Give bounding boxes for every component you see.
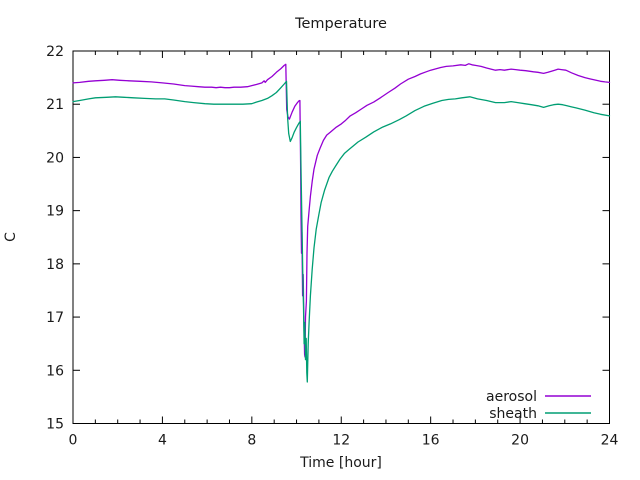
x-tick-label: 20 [511, 433, 529, 449]
series-line-aerosol [72, 63, 611, 358]
y-tick-label: 20 [46, 150, 64, 166]
chart-title: Temperature [294, 16, 387, 32]
y-tick-label: 15 [46, 417, 64, 433]
x-tick-label: 12 [332, 433, 350, 449]
x-tick-label: 4 [158, 433, 167, 449]
x-tick-label: 8 [247, 433, 256, 449]
x-axis-label: Time [hour] [299, 455, 382, 471]
y-tick-label: 22 [46, 44, 64, 60]
axes: 0 4 8 12 16 20 24 15 16 17 18 19 20 21 22 [46, 44, 618, 449]
y-axis-label: C [3, 232, 19, 242]
x-tick-label: 24 [601, 433, 619, 449]
legend-label-sheath: sheath [489, 406, 537, 422]
y-tick-label: 17 [46, 310, 64, 326]
y-tick-label: 18 [46, 257, 64, 273]
plot-border [72, 50, 610, 424]
y-tick-label: 19 [46, 204, 64, 220]
x-tick-label: 16 [422, 433, 440, 449]
x-tick-label: 0 [69, 433, 78, 449]
data-series [72, 63, 611, 414]
y-tick-label: 21 [46, 97, 64, 113]
y-tick-label: 16 [46, 363, 64, 379]
series-line-sheath [72, 80, 611, 383]
legend-label-aerosol: aerosol [486, 389, 537, 405]
